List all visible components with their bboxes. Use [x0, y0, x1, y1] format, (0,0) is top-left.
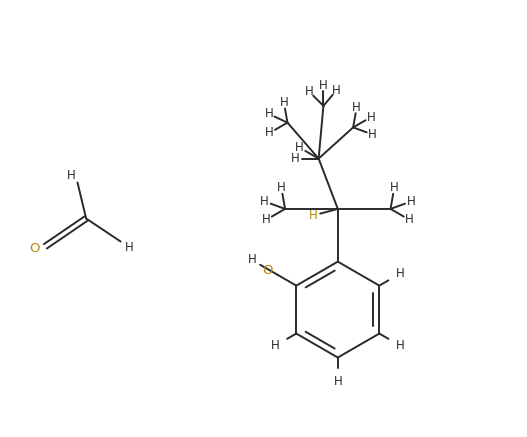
- Text: H: H: [67, 169, 76, 182]
- Text: H: H: [390, 180, 399, 194]
- Text: H: H: [407, 195, 416, 208]
- Text: H: H: [368, 128, 377, 141]
- Text: H: H: [334, 375, 342, 388]
- Text: H: H: [319, 79, 328, 92]
- Text: H: H: [248, 253, 256, 267]
- Text: H: H: [305, 85, 313, 98]
- Text: H: H: [295, 141, 304, 154]
- Text: H: H: [396, 267, 404, 280]
- Text: H: H: [260, 195, 269, 208]
- Text: H: H: [353, 101, 361, 114]
- Text: O: O: [30, 242, 40, 255]
- Text: H: H: [291, 152, 299, 165]
- Text: H: H: [265, 126, 274, 139]
- Text: H: H: [396, 339, 404, 352]
- Text: O: O: [262, 264, 273, 277]
- Text: H: H: [265, 108, 273, 121]
- Text: H: H: [261, 213, 270, 226]
- Text: H: H: [309, 209, 318, 222]
- Text: H: H: [271, 339, 280, 352]
- Text: H: H: [125, 241, 134, 254]
- Text: H: H: [405, 213, 414, 226]
- Text: H: H: [279, 96, 288, 109]
- Text: H: H: [367, 111, 375, 124]
- Text: H: H: [277, 180, 286, 194]
- Text: H: H: [333, 83, 341, 97]
